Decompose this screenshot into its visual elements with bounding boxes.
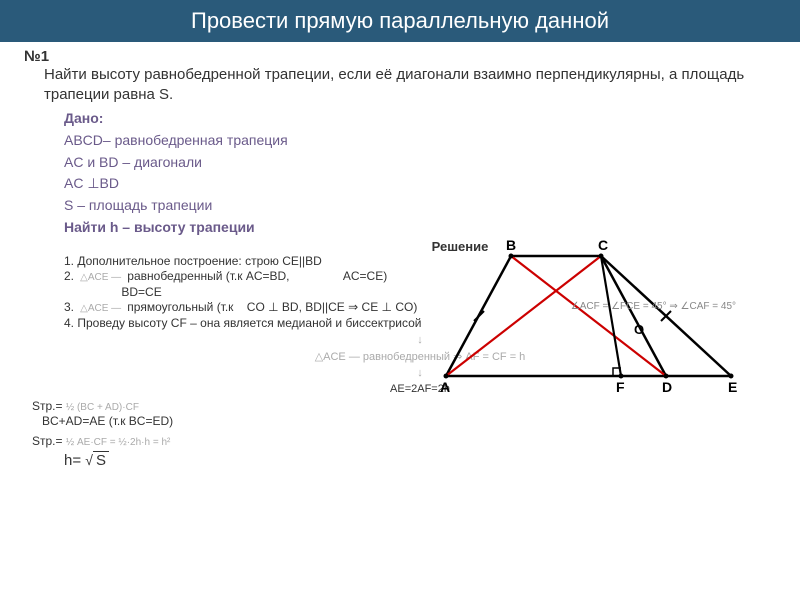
title-text: Провести прямую параллельную данной <box>191 8 609 33</box>
given-title: Дано: <box>64 108 776 130</box>
s-formula-2: Sтр.= ½ AE·CF = ½·2h·h = h² <box>32 434 776 450</box>
diagram-svg: A B C D E F O <box>426 226 746 406</box>
angle-expr: ∠ACF = ∠FCE = 45° ⇒ ∠CAF = 45° <box>571 300 736 313</box>
tri-ace-2: △ACE — <box>77 303 124 314</box>
content-area: №1 Найти высоту равнобедренной трапеции,… <box>0 42 800 473</box>
label-B: B <box>506 237 516 253</box>
given-line-3: AC ⊥BD <box>64 173 776 195</box>
label-D: D <box>662 379 672 395</box>
label-E: E <box>728 379 737 395</box>
problem-number: №1 <box>24 48 776 65</box>
slide-title: Провести прямую параллельную данной <box>0 0 800 42</box>
bcad-line: BC+AD=AE (т.к BC=ED) <box>42 414 776 430</box>
result-line: h= √S <box>64 451 776 469</box>
problem-statement: Найти высоту равнобедренной трапеции, ес… <box>44 65 776 104</box>
geometry-diagram: A B C D E F O <box>426 226 746 406</box>
step-2d: BD=CE <box>64 285 776 301</box>
label-A: A <box>440 379 450 395</box>
given-line-2: AC и BD – диагонали <box>64 152 776 174</box>
given-line-4: S – площадь трапеции <box>64 195 776 217</box>
label-F: F <box>616 379 625 395</box>
step-3: 3. △ACE — прямоугольный (т.к CO ⊥ BD, BD… <box>64 300 776 316</box>
label-C: C <box>598 237 608 253</box>
given-block: Дано: ABCD– равнобедренная трапеция AC и… <box>64 108 776 238</box>
tri-ace-1: △ACE — <box>77 272 124 283</box>
given-line-1: ABCD– равнобедренная трапеция <box>64 130 776 152</box>
sqrt-icon: √ <box>85 452 93 468</box>
label-O: O <box>634 322 644 337</box>
